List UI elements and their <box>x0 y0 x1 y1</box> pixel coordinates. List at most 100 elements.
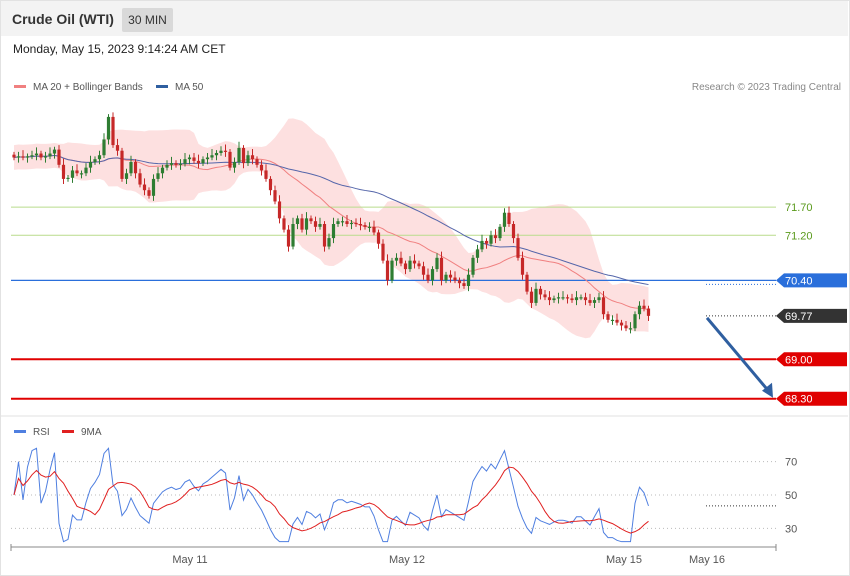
candle-body <box>376 232 381 244</box>
candle-body <box>430 269 435 281</box>
candle-body <box>516 238 520 258</box>
support-tag-label: 68.30 <box>785 394 813 406</box>
candle-body <box>628 328 633 330</box>
last-price-label: 69.77 <box>785 311 813 323</box>
copyright-note: Research © 2023 Trading Central <box>692 82 841 93</box>
candle-body <box>592 300 597 303</box>
candle-body <box>538 288 543 295</box>
candle-body <box>223 150 228 152</box>
candle-body <box>12 154 16 158</box>
candle-body <box>475 249 480 258</box>
x-tick-label: May 15 <box>606 554 642 566</box>
candle-body <box>534 288 538 303</box>
candle-body <box>642 305 646 309</box>
candle-body <box>210 155 214 158</box>
header-bar: Crude Oil (WTI) 30 MIN <box>1 1 848 36</box>
candle-body <box>417 263 421 267</box>
candle-body <box>624 325 628 329</box>
candle-body <box>439 257 444 281</box>
candle-body <box>61 164 66 179</box>
candle-body <box>367 226 372 229</box>
candle-body <box>219 150 223 153</box>
support-tag <box>776 391 847 406</box>
resistance-label: 71.70 <box>785 202 813 214</box>
candle-body <box>115 145 120 151</box>
candle-body <box>574 297 579 301</box>
candle-body <box>493 235 498 239</box>
bollinger-band <box>14 118 649 339</box>
candle-body <box>25 156 30 158</box>
x-tick-label: May 11 <box>172 554 207 566</box>
candle-body <box>174 163 178 165</box>
candle-body <box>48 153 52 157</box>
candle-body <box>619 322 624 326</box>
candle-body <box>97 155 102 160</box>
candle-body <box>295 218 300 224</box>
candle-body <box>462 283 466 286</box>
legend-rsi: RSI <box>33 427 50 438</box>
candle-body <box>277 201 282 219</box>
candle-body <box>327 238 331 247</box>
candle-body <box>529 291 534 303</box>
candle-body <box>34 153 39 156</box>
candle-body <box>286 229 291 247</box>
candle-body <box>129 162 133 174</box>
candle-body <box>601 297 606 315</box>
candle-body <box>561 297 565 299</box>
legend-swatch-ma50 <box>156 85 168 88</box>
candle-body <box>138 173 142 185</box>
candle-body <box>196 160 201 164</box>
candle-body <box>637 305 642 315</box>
candle-body <box>426 274 430 281</box>
candle-body <box>502 212 507 227</box>
candle-body <box>93 159 97 162</box>
candle-body <box>282 218 286 230</box>
candle-body <box>588 300 592 303</box>
candle-body <box>498 226 502 239</box>
candle-body <box>79 173 84 175</box>
candle-body <box>525 274 529 292</box>
candle-body <box>88 162 93 168</box>
candle-body <box>520 257 525 275</box>
candle-body <box>606 314 610 320</box>
candle-body <box>133 162 138 174</box>
candle-body <box>124 173 129 179</box>
candle-body <box>610 319 615 322</box>
candle-body <box>543 294 547 298</box>
timeframe-button[interactable]: 30 MIN <box>122 8 173 32</box>
candle-body <box>448 274 453 278</box>
candle-body <box>241 147 246 164</box>
legend-bollinger: MA 20 + Bollinger Bands <box>33 82 143 93</box>
pivot-tag <box>776 273 847 288</box>
rsi-tick-label: 30 <box>785 523 797 535</box>
legend-swatch-rsi-ma <box>62 430 74 433</box>
resistance-label: 71.20 <box>785 230 813 242</box>
candle-body <box>187 157 192 160</box>
candle-body <box>354 222 358 225</box>
candle-body <box>570 298 574 301</box>
candle-body <box>372 226 376 233</box>
candle-body <box>597 297 601 301</box>
candle-body <box>471 257 475 275</box>
candle-body <box>16 156 21 158</box>
candle-body <box>255 159 259 165</box>
projection-arrow-head <box>762 382 773 398</box>
candle-body <box>547 297 552 301</box>
candle-body <box>106 116 111 140</box>
candle-body <box>30 155 34 157</box>
candle-body <box>246 155 250 164</box>
candle-body <box>70 170 75 178</box>
candle-body <box>66 177 70 179</box>
candle-body <box>147 190 151 196</box>
candle-body <box>363 225 367 227</box>
candle-body <box>201 159 205 164</box>
candle-body <box>313 221 318 227</box>
candle-body <box>480 240 484 250</box>
candle-body <box>300 218 304 230</box>
candle-body <box>331 224 336 239</box>
candle-body <box>412 260 417 264</box>
candle-body <box>633 314 637 329</box>
candle-body <box>232 162 237 168</box>
candle-body <box>489 235 493 244</box>
candle-body <box>259 164 264 171</box>
